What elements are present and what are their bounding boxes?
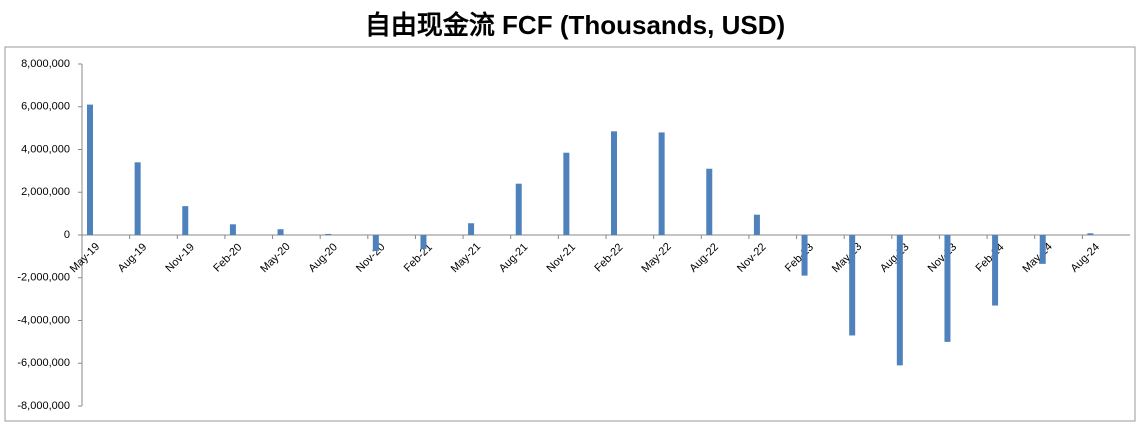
- bar: [658, 132, 665, 235]
- bar: [849, 235, 856, 336]
- bar: [182, 206, 189, 235]
- bar: [87, 104, 93, 235]
- x-tick-label: Nov-21: [545, 241, 579, 275]
- x-tick-label: May-19: [68, 241, 102, 275]
- bar: [134, 162, 141, 235]
- bar: [420, 235, 427, 249]
- y-tick-label: -4,000,000: [17, 314, 70, 326]
- bar: [706, 168, 713, 235]
- x-tick-label: Aug-19: [116, 241, 150, 275]
- bar: [468, 223, 475, 235]
- chart-title: 自由现金流 FCF (Thousands, USD): [365, 10, 785, 40]
- bar: [1087, 233, 1094, 235]
- bar: [1039, 235, 1046, 264]
- x-tick-label: Aug-23: [878, 241, 912, 275]
- y-tick-label: 8,000,000: [21, 58, 70, 70]
- bar: [801, 235, 808, 276]
- y-tick-label: 6,000,000: [21, 101, 70, 113]
- bar: [944, 235, 951, 342]
- bar: [611, 131, 617, 235]
- bar: [372, 235, 379, 252]
- x-tick-label: Nov-19: [163, 241, 197, 275]
- y-tick-label: 0: [64, 229, 70, 241]
- x-tick-label: Aug-24: [1069, 241, 1103, 275]
- x-tick-label: Feb-20: [211, 241, 244, 274]
- x-tick-label: Nov-23: [926, 241, 960, 275]
- bar: [229, 224, 236, 235]
- chart-frame: [4, 46, 1136, 422]
- y-tick-label: -2,000,000: [17, 272, 70, 284]
- bar: [992, 235, 999, 306]
- x-tick-label: Feb-24: [973, 241, 1006, 274]
- x-tick-label: Aug-22: [687, 241, 721, 275]
- y-tick-label: -6,000,000: [17, 357, 70, 369]
- x-tick-label: May-23: [830, 241, 864, 275]
- y-tick-label: 4,000,000: [21, 143, 70, 155]
- bar: [515, 183, 522, 235]
- x-tick-label: Nov-20: [354, 241, 388, 275]
- bar: [753, 214, 760, 235]
- x-tick-label: Feb-22: [592, 241, 625, 274]
- x-tick-label: May-21: [449, 241, 483, 275]
- y-tick-label: -8,000,000: [17, 400, 70, 412]
- x-tick-label: May-22: [639, 241, 673, 275]
- x-tick-label: Aug-20: [306, 241, 340, 275]
- x-tick-label: May-24: [1020, 241, 1054, 275]
- x-tick-label: Aug-21: [497, 241, 531, 275]
- bar: [896, 235, 903, 366]
- bar: [277, 229, 284, 235]
- y-tick-label: 2,000,000: [21, 186, 70, 198]
- x-tick-label: May-20: [258, 241, 292, 275]
- x-tick-label: Feb-21: [402, 241, 435, 274]
- x-tick-label: Feb-23: [783, 241, 816, 274]
- x-tick-label: Nov-22: [735, 241, 769, 275]
- bar: [325, 233, 332, 235]
- bar: [563, 152, 570, 235]
